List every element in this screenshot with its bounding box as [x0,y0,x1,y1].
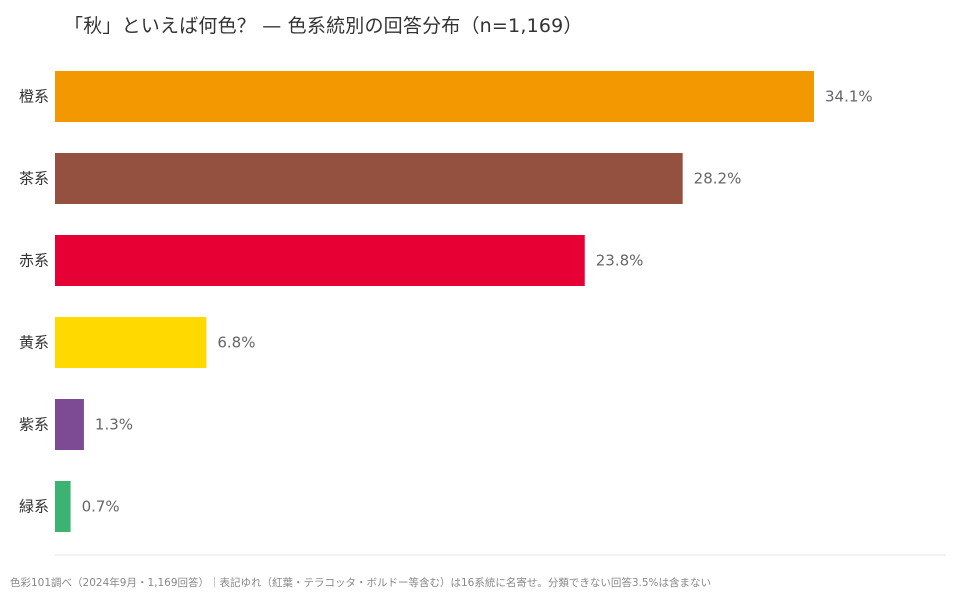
value-label-5: 0.7% [82,498,120,516]
value-label-1: 28.2% [694,170,742,188]
chart-title: 「秋」といえば何色？ — 色系統別の回答分布（n=1,169） [64,15,583,37]
category-label-2: 赤系 [19,252,49,270]
bar-1 [55,153,683,204]
value-label-4: 1.3% [95,416,133,434]
value-label-0: 34.1% [825,88,873,106]
bar-4 [55,399,84,450]
value-label-3: 6.8% [217,334,255,352]
bar-2 [55,235,585,286]
value-label-2: 23.8% [596,252,644,270]
bars-layer: 橙系 34.1% 茶系 28.2% 赤系 23.8% 黄系 6.8% 紫系 1.3% 緑系 0.7% [19,71,873,532]
category-label-1: 茶系 [19,170,49,188]
category-label-5: 緑系 [19,498,49,516]
bar-3 [55,317,207,368]
footnote: 色彩101調べ（2024年9月・1,169回答）｜表記ゆれ（紅葉・テラコッタ・ボ… [10,577,712,589]
category-label-3: 黄系 [19,334,49,352]
category-label-4: 紫系 [19,416,49,434]
bar-5 [55,481,71,532]
bar-0 [55,71,814,122]
category-label-0: 橙系 [19,88,49,106]
